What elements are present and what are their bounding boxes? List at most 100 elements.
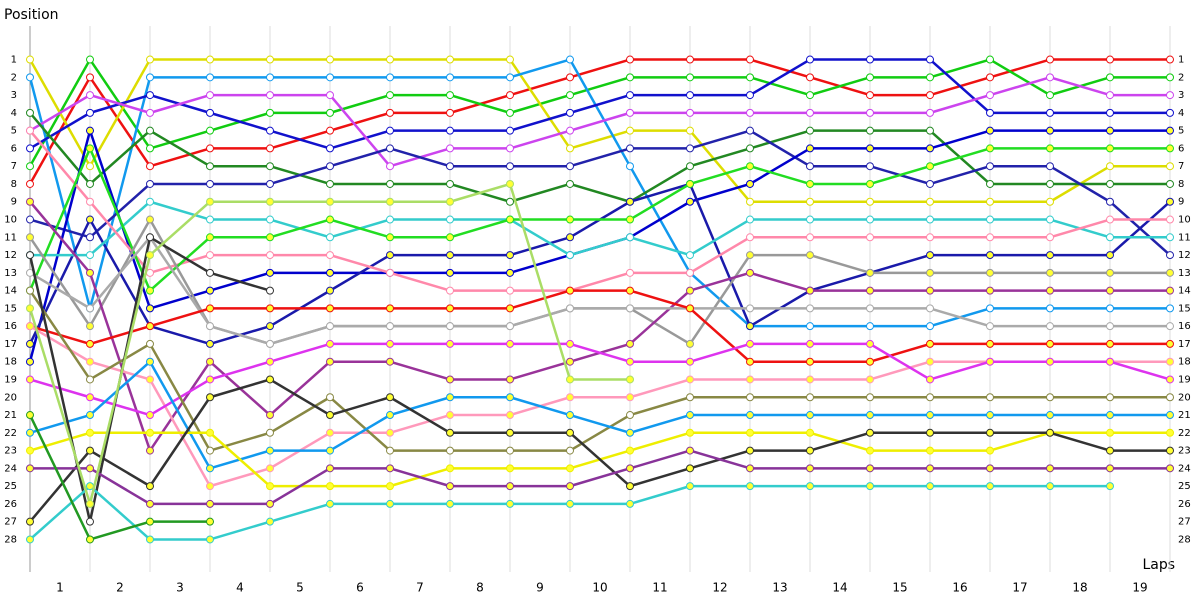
point [566,393,574,402]
point [386,73,394,82]
y-tick-label-right: 22 [1178,428,1191,439]
point [686,464,694,473]
point [746,393,754,402]
point [386,55,394,64]
point [26,55,34,64]
y-tick-label-right: 11 [1178,232,1191,243]
point [386,251,394,260]
point [506,339,514,348]
point [386,428,394,437]
point [86,535,94,544]
point [1106,126,1114,135]
y-tick-label: 11 [4,232,17,243]
point [1166,339,1174,348]
point [566,357,574,366]
point [146,251,154,260]
point [446,322,454,331]
point [86,215,94,224]
series-line [29,236,1170,346]
point [206,251,214,260]
point [326,73,334,82]
y-tick-label: 23 [4,446,17,457]
point [326,304,334,313]
point [446,215,454,224]
point [266,108,274,117]
point [566,162,574,171]
point [86,268,94,277]
point [926,162,934,171]
point [986,446,994,455]
point [566,108,574,117]
series-line [28,182,1171,346]
point [806,162,814,171]
point [746,375,754,384]
point [866,482,874,491]
point [266,304,274,313]
point [206,517,214,526]
point [386,144,394,153]
x-tick-label: 10 [592,581,607,595]
point [206,162,214,171]
point [1106,144,1114,153]
x-tick-label: 12 [712,581,727,595]
point [806,375,814,384]
point [926,286,934,295]
point [146,179,154,188]
point [866,411,874,420]
point [386,339,394,348]
x-tick-label: 7 [416,581,424,595]
point [806,286,814,295]
y-tick-label: 7 [11,161,17,172]
y-tick-label: 19 [4,374,17,385]
point [866,268,874,277]
point [146,215,154,224]
point [266,251,274,260]
point [566,251,574,260]
point [446,162,454,171]
point [446,393,454,402]
point [86,144,94,153]
y-tick-label-right: 10 [1178,215,1191,226]
point [1166,197,1174,206]
point [806,55,814,64]
point [1046,179,1054,188]
point [386,162,394,171]
point [206,55,214,64]
point [1106,233,1114,242]
point [386,499,394,508]
point [26,126,34,135]
point [1046,197,1054,206]
labels: 1 2 3 4 5 6 7 8 9 10 11 12 13 14 15 16 17 18 191 12 23 34 45 56… [4,55,1190,595]
point [146,162,154,171]
point [1166,162,1174,171]
point [806,357,814,366]
y-tick-label-right: 20 [1178,392,1191,403]
point [746,108,754,117]
y-tick-label-right: 1 [1178,55,1184,66]
point [1106,286,1114,295]
point [506,73,514,82]
y-tick-label-right: 21 [1178,410,1191,421]
point [746,215,754,224]
point [866,55,874,64]
point [986,322,994,331]
point [986,179,994,188]
point [1166,251,1174,260]
point [506,179,514,188]
point [626,428,634,437]
point [146,357,154,366]
y-tick-label-right: 17 [1178,339,1191,350]
point [926,179,934,188]
point [266,375,274,384]
point [926,446,934,455]
point [806,73,814,82]
point [1046,55,1054,64]
point [1046,482,1054,491]
y-tick-label: 27 [4,517,17,528]
point [326,286,334,295]
point [866,144,874,153]
y-tick-label-right: 5 [1178,126,1184,137]
point [446,73,454,82]
series-line [28,58,1170,328]
point [866,162,874,171]
